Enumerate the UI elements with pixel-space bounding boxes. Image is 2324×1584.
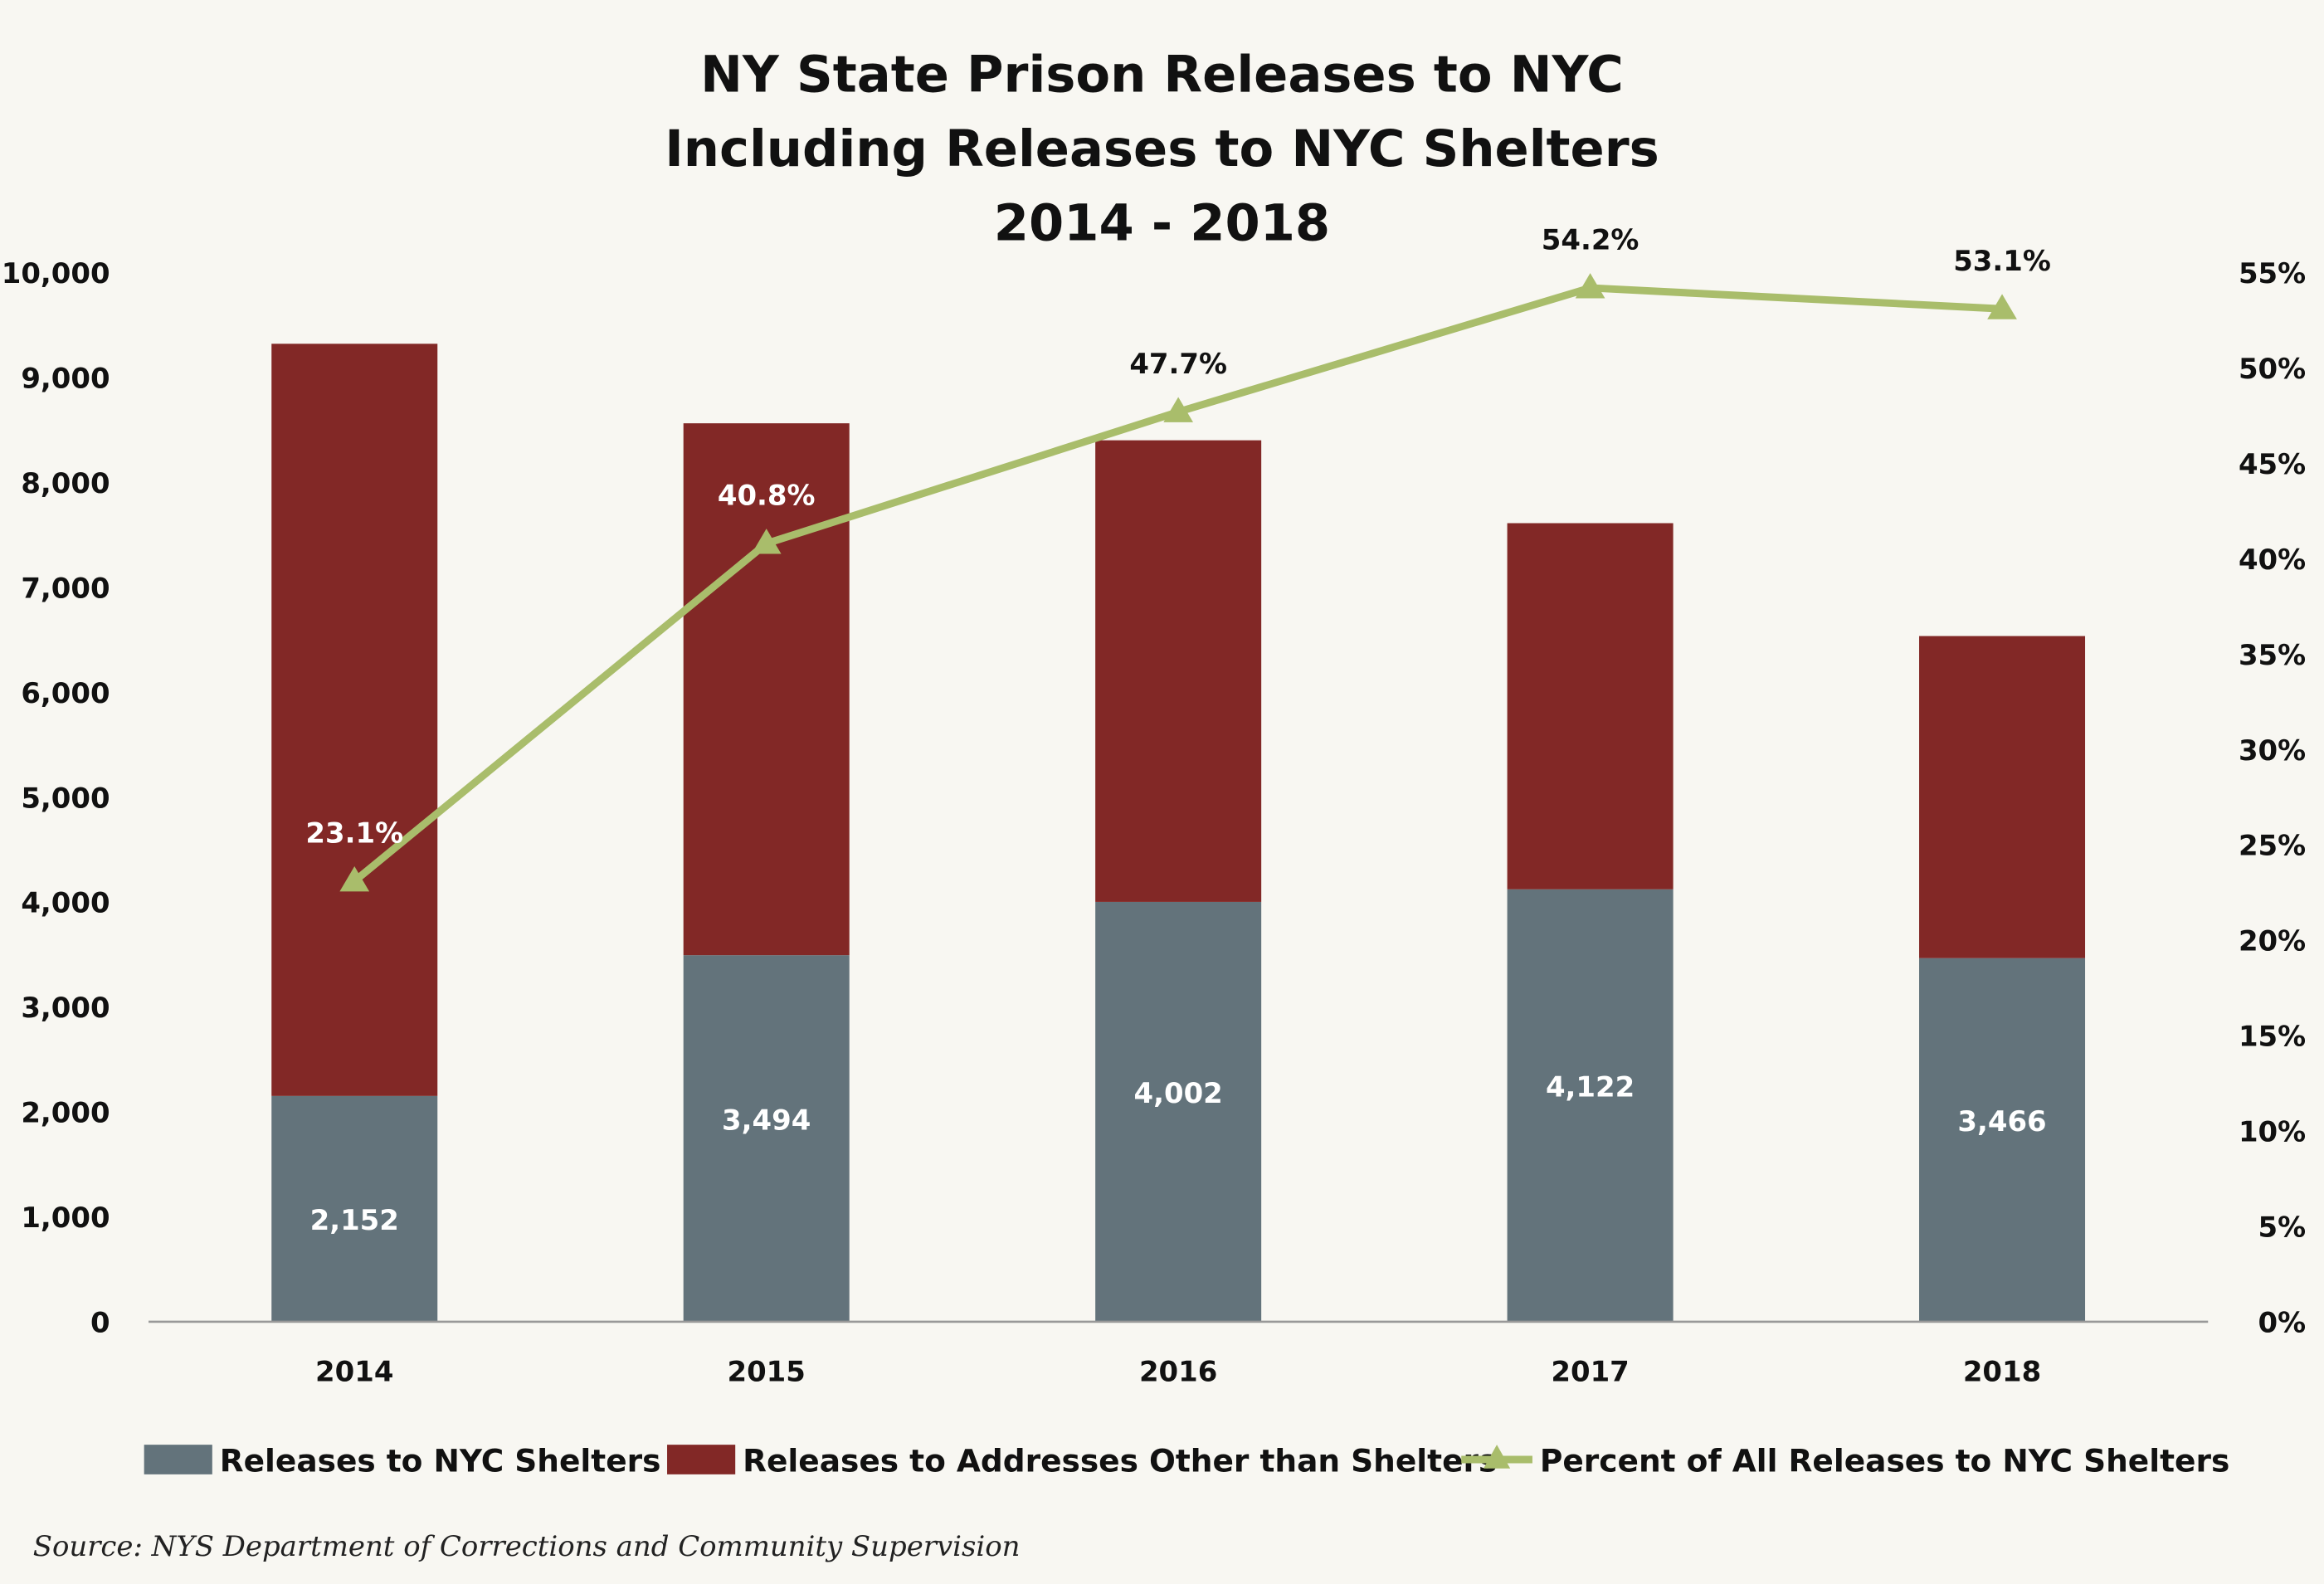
legend-swatch-shelters <box>144 1445 212 1474</box>
right-tick-label: 10% <box>2239 1116 2306 1148</box>
x-tick-label: 2016 <box>1139 1355 1217 1387</box>
right-axis: 0% 5% 10% 15% 20% 25% 30% 35% 40% 45% 50% 55% <box>2239 257 2306 1338</box>
legend-label-percent: Percent of All Releases to NYC Shelters <box>1540 1442 2229 1479</box>
left-tick-label: 5,000 <box>21 782 110 814</box>
percent-marker <box>1575 273 1605 299</box>
bar-other-2018 <box>1919 636 2086 958</box>
legend-swatch-other <box>667 1445 736 1474</box>
right-tick-label: 45% <box>2239 448 2306 480</box>
left-tick-label: 7,000 <box>21 572 110 604</box>
right-tick-label: 20% <box>2239 925 2306 958</box>
data-label-shelters: 2,152 <box>310 1204 399 1236</box>
left-tick-label: 2,000 <box>21 1097 110 1129</box>
left-tick-label: 4,000 <box>21 887 110 919</box>
x-tick-label: 2018 <box>1963 1355 2041 1387</box>
percent-marker <box>1987 294 2017 319</box>
bars: 2,152 3,494 4,002 4,122 3,466 <box>271 344 2086 1322</box>
data-label-percent: 54.2% <box>1542 224 1639 256</box>
left-tick-label: 6,000 <box>21 677 110 709</box>
chart-title-line-2: Including Releases to NYC Shelters <box>665 120 1659 178</box>
x-axis: 2014 2015 2016 2017 2018 <box>315 1355 2041 1387</box>
percent-line: 23.1% 40.8% 47.7% 54.2% 53.1% <box>305 224 2051 892</box>
bar-shelters-2018 <box>1919 958 2086 1322</box>
data-label-percent: 23.1% <box>305 816 403 849</box>
bar-shelters-2017 <box>1507 889 1674 1322</box>
right-tick-label: 30% <box>2239 734 2306 767</box>
left-tick-label: 0 <box>90 1306 110 1338</box>
right-tick-label: 0% <box>2258 1306 2307 1338</box>
chart-title-line-1: NY State Prison Releases to NYC <box>700 46 1624 105</box>
data-label-shelters: 4,002 <box>1134 1077 1223 1109</box>
data-label-percent: 53.1% <box>1953 245 2051 277</box>
legend-triangle-icon <box>1484 1445 1511 1469</box>
left-tick-label: 8,000 <box>21 467 110 500</box>
data-label-shelters: 3,494 <box>722 1104 811 1136</box>
right-tick-label: 5% <box>2258 1211 2307 1243</box>
right-tick-label: 35% <box>2239 639 2306 671</box>
percent-marker <box>1163 397 1194 422</box>
legend-label-shelters: Releases to NYC Shelters <box>220 1442 661 1479</box>
bar-shelters-2014 <box>271 1095 438 1322</box>
bar-other-2017 <box>1507 523 1674 889</box>
data-label-percent: 40.8% <box>718 480 816 512</box>
right-tick-label: 15% <box>2239 1021 2306 1053</box>
percent-marker <box>339 866 370 892</box>
data-label-shelters: 4,122 <box>1546 1071 1635 1104</box>
x-tick-label: 2015 <box>728 1355 806 1387</box>
bar-other-2015 <box>683 423 850 956</box>
legend: Releases to NYC Shelters Releases to Add… <box>144 1442 2229 1479</box>
bar-other-2016 <box>1095 440 1262 902</box>
left-axis: 0 1,000 2,000 3,000 4,000 5,000 6,000 7,000 8,00… <box>2 257 110 1338</box>
right-tick-label: 55% <box>2239 257 2306 290</box>
left-tick-label: 3,000 <box>21 992 110 1024</box>
percent-marker <box>751 529 782 554</box>
chart-title-line-3: 2014 - 2018 <box>994 194 1330 252</box>
left-tick-label: 10,000 <box>2 257 110 290</box>
right-tick-label: 25% <box>2239 830 2306 862</box>
legend-label-other: Releases to Addresses Other than Shelter… <box>743 1442 1497 1479</box>
right-tick-label: 50% <box>2239 353 2306 385</box>
bar-shelters-2016 <box>1095 901 1262 1322</box>
x-tick-label: 2017 <box>1551 1355 1629 1387</box>
bar-shelters-2015 <box>683 955 850 1322</box>
right-tick-label: 40% <box>2239 543 2306 576</box>
data-label-percent: 47.7% <box>1129 348 1227 380</box>
left-tick-label: 1,000 <box>21 1201 110 1234</box>
source-note: Source: NYS Department of Corrections an… <box>33 1530 1021 1562</box>
left-tick-label: 9,000 <box>21 363 110 395</box>
bar-other-2014 <box>271 344 438 1096</box>
x-tick-label: 2014 <box>315 1355 393 1387</box>
data-label-shelters: 3,466 <box>1957 1105 2046 1138</box>
